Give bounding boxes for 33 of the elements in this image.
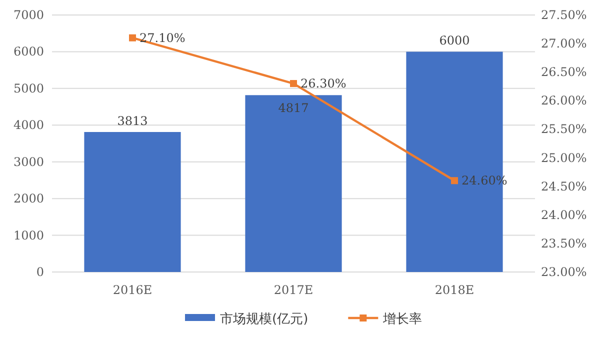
y2-tick-label: 26.00% bbox=[541, 94, 587, 108]
y-tick-label: 7000 bbox=[13, 8, 44, 22]
y2-tick-label: 24.50% bbox=[541, 179, 587, 194]
y-tick-label: 2000 bbox=[13, 192, 44, 206]
bar bbox=[84, 132, 181, 272]
data-label: 6000 bbox=[439, 34, 470, 48]
y-tick-label: 6000 bbox=[13, 44, 44, 59]
x-tick-label: 2018E bbox=[434, 283, 474, 297]
y-tick-label: 0 bbox=[36, 265, 44, 279]
data-label: 27.10% bbox=[140, 30, 186, 45]
y2-tick-label: 25.00% bbox=[541, 150, 587, 165]
y-tick-label: 1000 bbox=[13, 228, 44, 242]
data-label: 26.30% bbox=[300, 76, 346, 91]
point bbox=[129, 34, 136, 42]
y2-tick-label: 24.00% bbox=[541, 208, 587, 222]
data-label: 4817 bbox=[278, 101, 309, 116]
y2-tick-label: 23.00% bbox=[541, 265, 587, 279]
point bbox=[451, 177, 458, 184]
x-tick-label: 2016E bbox=[112, 283, 152, 297]
y-tick-label: 4000 bbox=[13, 118, 44, 132]
y2-tick-label: 27.00% bbox=[541, 36, 587, 51]
point bbox=[290, 80, 297, 88]
x-tick-label: 2017E bbox=[274, 283, 314, 297]
y2-tick-label: 25.50% bbox=[541, 122, 587, 136]
legend-label: 增长率 bbox=[382, 311, 422, 327]
y-tick-label: 5000 bbox=[13, 81, 44, 96]
y2-tick-label: 26.50% bbox=[541, 65, 587, 80]
y-tick-label: 3000 bbox=[13, 154, 44, 169]
bar bbox=[245, 95, 342, 272]
data-label: 3813 bbox=[117, 114, 148, 128]
y2-tick-label: 23.50% bbox=[541, 236, 587, 250]
legend-label: 市场规模(亿元) bbox=[220, 312, 308, 327]
y2-tick-label: 27.50% bbox=[541, 8, 587, 22]
